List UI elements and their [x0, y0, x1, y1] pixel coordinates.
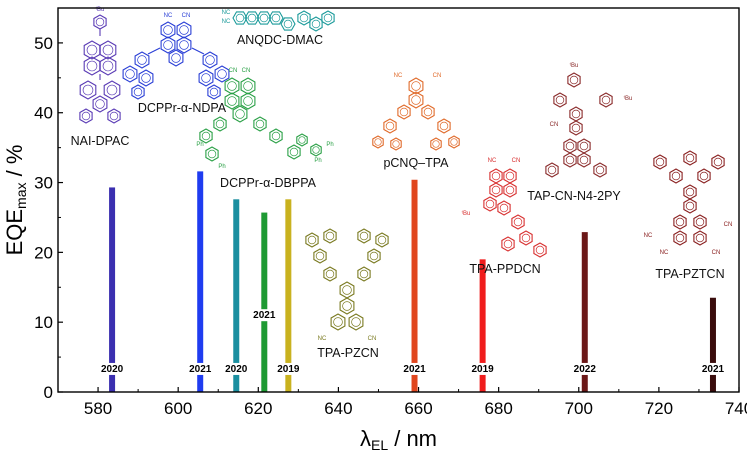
y-tick-label: 40: [34, 104, 53, 123]
atom-label: CN: [229, 68, 238, 74]
structure-label-4: TPA-PZCN: [317, 346, 379, 360]
structure-label-6: TPA-PPDCN: [469, 262, 540, 276]
atom-label: Ph: [314, 158, 321, 164]
year-label-bg: [400, 362, 429, 375]
year-label-bg: [250, 309, 279, 322]
bar-7: [581, 232, 588, 392]
atom-label: ᵗBu: [462, 210, 471, 217]
year-label-bg: [274, 362, 303, 375]
year-label-bg: [186, 362, 215, 375]
bar-5: [411, 179, 418, 392]
structure-label-8: TPA-PZTCN: [655, 267, 724, 281]
year-label-bg: [98, 362, 127, 375]
year-label: 2019: [471, 364, 494, 375]
atom-label: CN: [550, 122, 559, 128]
y-tick-label: 10: [34, 313, 53, 332]
structure-dcppr-dbppa: CN CN Ph Ph Ph Ph: [196, 68, 333, 170]
year-label: 2019: [277, 364, 300, 375]
bar-1: [197, 171, 204, 392]
structure-tpa-pzcn: NC CN: [305, 228, 389, 342]
year-label: 2021: [189, 364, 212, 375]
structure-pcnq-tpa: NC CN: [372, 73, 460, 151]
structure-anqdc-dmac: NC NC: [222, 10, 335, 32]
x-axis-label: λEL / nm: [360, 426, 437, 453]
atom-label: CN: [433, 73, 442, 79]
structure-tpa-pztcn: NC CN NC CN: [644, 150, 733, 256]
y-tick-label: 20: [34, 243, 53, 262]
y-tick-label: 30: [34, 174, 53, 193]
x-tick-label: 720: [645, 399, 673, 418]
atom-label: CN: [368, 336, 377, 342]
atom-label: NC: [488, 158, 497, 164]
bar-2: [233, 199, 240, 392]
x-tick-label: 620: [244, 399, 272, 418]
atom-label: ᵗBu: [624, 95, 633, 102]
atom-label: CN: [712, 250, 721, 256]
year-label: 2022: [574, 364, 597, 375]
atom-label: CN: [724, 222, 733, 228]
bar-6: [479, 259, 486, 392]
atom-label: Ph: [196, 142, 203, 148]
atom-label: NC: [164, 13, 173, 19]
atom-label: NC: [222, 10, 231, 16]
year-label: 2021: [702, 364, 725, 375]
structure-label-0: NAI-DPAC: [71, 134, 130, 148]
year-label-bg: [468, 362, 497, 375]
atom-label: NC: [644, 233, 653, 239]
atom-label: ᵗBu: [570, 62, 579, 69]
x-tick-label: 640: [324, 399, 352, 418]
year-label-bg: [698, 362, 727, 375]
atom-label: CN: [182, 13, 191, 19]
atom-label: NC: [222, 19, 231, 25]
structure-label-2: ANQDC-DMAC: [237, 33, 323, 47]
year-label: 2020: [225, 364, 248, 375]
year-label-bg: [222, 362, 251, 375]
year-label: 2021: [253, 310, 276, 321]
year-label: 2020: [101, 364, 124, 375]
structure-label-3: DCPPr-α-DBPPA: [220, 176, 317, 190]
x-tick-label: 660: [404, 399, 432, 418]
x-tick-label: 580: [84, 399, 112, 418]
year-label-bg: [570, 362, 599, 375]
structure-tap-cn: ᵗBu ᵗBu CN: [545, 62, 633, 178]
y-tick-label: 50: [34, 34, 53, 53]
atom-label: ᵗBu: [96, 6, 105, 13]
year-label: 2021: [403, 364, 426, 375]
y-axis-label: EQEmax / %: [2, 145, 29, 256]
x-tick-label: 680: [484, 399, 512, 418]
atom-label: NC: [660, 250, 669, 256]
bars-group: 2020 2021 2020 2021 2019 2021 2019 2022 2021: [98, 171, 727, 392]
bar-0: [109, 187, 116, 392]
structure-label-5: pCNQ–TPA: [383, 156, 449, 170]
atom-label: NC: [318, 336, 327, 342]
structure-nai-dpac: ᵗBu: [79, 6, 121, 124]
structure-tpa-ppdcn: NC CN ᵗBu: [462, 158, 547, 258]
atom-label: Ph: [218, 164, 225, 170]
structure-labels: NAI-DPAC DCPPr-α-NDPA ANQDC-DMAC DCPPr-α-DB…: [71, 33, 725, 360]
bar-8: [709, 297, 716, 392]
atom-label: CN: [512, 158, 521, 164]
axes-group: 580 600 620 640 660 680 700 720 740 0 10 20 30 40 50 λE…: [2, 7, 747, 453]
bar-4: [285, 199, 292, 392]
structure-label-7: TAP-CN-N4-2PY: [527, 189, 621, 203]
atom-label: CN: [242, 68, 251, 74]
bar-3: [261, 212, 268, 392]
plot-frame: [57, 7, 740, 393]
x-tick-label: 700: [565, 399, 593, 418]
atom-label: NC: [394, 73, 403, 79]
x-tick-label: 600: [164, 399, 192, 418]
x-tick-label: 740: [725, 399, 747, 418]
structure-label-1: DCPPr-α-NDPA: [138, 101, 227, 115]
atom-label: Ph: [326, 142, 333, 148]
y-tick-label: 0: [44, 383, 53, 402]
structure-dcppr-ndpa: NC CN: [122, 13, 230, 100]
